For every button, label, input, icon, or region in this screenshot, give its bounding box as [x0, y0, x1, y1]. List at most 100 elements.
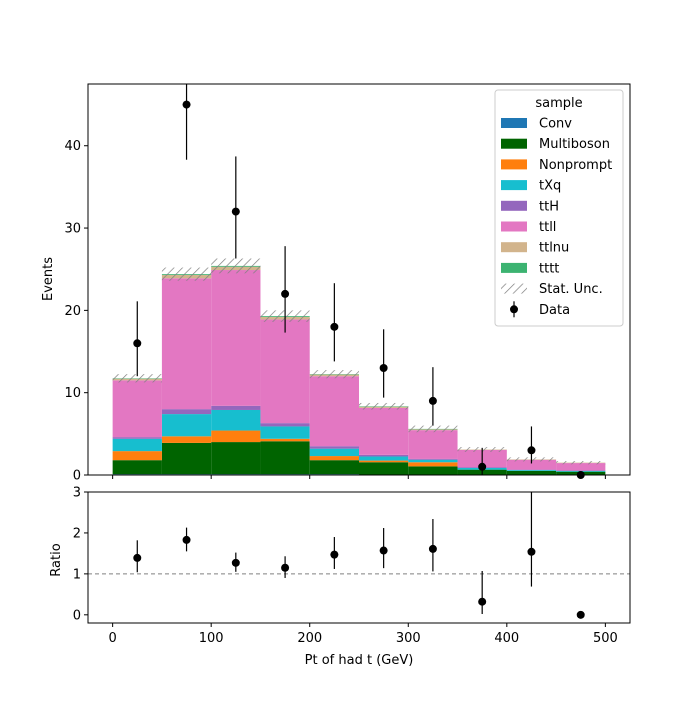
ratio-x-ticks: 0 100 200 300 400 500 [108, 623, 617, 646]
bar-nonprompt-bin-0 [113, 451, 162, 460]
data-point-8 [527, 446, 535, 454]
bar-tth-bin-5 [359, 455, 408, 457]
xtick-label-400: 400 [494, 631, 519, 646]
bar-multiboson-bin-2 [211, 442, 260, 474]
xtick-label-300: 300 [396, 631, 421, 646]
bar-ttll-bin-5 [359, 408, 408, 455]
bar-txq-bin-5 [359, 456, 408, 460]
legend-label-tttt: tttt [539, 261, 559, 276]
bar-multiboson-bin-3 [260, 441, 309, 474]
bar-txq-bin-3 [260, 426, 309, 438]
data-point-2 [232, 208, 240, 216]
legend-swatch-ttll [501, 222, 527, 232]
stat-unc-band-bin-1 [162, 268, 211, 281]
data-point-0 [133, 339, 141, 347]
bar-txq-bin-8 [507, 470, 556, 471]
bar-txq-bin-0 [113, 439, 162, 451]
bar-multiboson-bin-1 [162, 443, 211, 474]
main-ytick-label-40: 40 [64, 139, 81, 154]
stat-unc-band-bin-4 [310, 370, 359, 378]
ratio-point-2 [232, 559, 240, 567]
legend-label-ttll: ttll [539, 220, 556, 235]
bar-txq-bin-2 [211, 410, 260, 431]
bar-txq-bin-1 [162, 414, 211, 436]
data-point-5 [380, 364, 388, 372]
xtick-label-100: 100 [199, 631, 224, 646]
xtick-label-200: 200 [297, 631, 322, 646]
data-point-4 [330, 323, 338, 331]
bar-ttll-bin-6 [408, 430, 457, 459]
legend-title: sample [535, 96, 582, 111]
stat-unc-band-bin-9 [556, 461, 605, 464]
ratio-point-4 [330, 551, 338, 559]
legend-marker-data [510, 305, 518, 313]
ratio-ytick-label-2: 2 [73, 526, 81, 541]
legend-swatch-tth [501, 201, 527, 211]
bar-multiboson-bin-0 [113, 460, 162, 474]
bar-ttll-bin-1 [162, 278, 211, 409]
legend-label-ttlnu: ttlnu [539, 241, 569, 256]
legend-label-conv: Conv [539, 117, 572, 132]
bar-nonprompt-bin-3 [260, 439, 309, 441]
bar-nonprompt-bin-5 [359, 461, 408, 463]
main-ytick-label-10: 10 [64, 386, 81, 401]
bar-nonprompt-bin-1 [162, 436, 211, 443]
legend-swatch-conv [501, 118, 527, 128]
ratio-ylabel: Ratio [49, 543, 64, 576]
legend-label-nonprompt: Nonprompt [539, 158, 612, 173]
legend-label-data: Data [539, 303, 570, 318]
bar-ttll-bin-4 [310, 376, 359, 446]
bar-ttll-bin-3 [260, 319, 309, 423]
bar-tth-bin-2 [211, 406, 260, 410]
ratio-point-1 [183, 536, 191, 544]
bar-tth-bin-3 [260, 423, 309, 426]
ratio-point-5 [380, 547, 388, 555]
ratio-point-6 [429, 545, 437, 553]
xtick-label-500: 500 [593, 631, 618, 646]
bar-txq-bin-6 [408, 460, 457, 462]
legend-swatch-txq [501, 180, 527, 190]
stat-unc-band-bin-6 [408, 426, 457, 433]
bar-ttll-bin-2 [211, 270, 260, 406]
bar-multiboson-bin-5 [359, 462, 408, 474]
bar-multiboson-bin-4 [310, 460, 359, 474]
legend-swatch-multiboson [501, 139, 527, 149]
bar-ttll-bin-0 [113, 380, 162, 437]
legend-label-multiboson: Multiboson [539, 137, 610, 152]
bar-nonprompt-bin-2 [211, 431, 260, 443]
ratio-point-7 [478, 598, 486, 606]
legend-label-txq: tXq [539, 179, 561, 194]
legend-swatch-tttt [501, 263, 527, 273]
ratio-ytick-label-3: 3 [73, 486, 81, 501]
ratio-ytick-label-1: 1 [73, 567, 81, 582]
xtick-label-0: 0 [108, 631, 116, 646]
data-point-3 [281, 290, 289, 298]
legend-swatch-ttlnu [501, 242, 527, 252]
bar-nonprompt-bin-6 [408, 462, 457, 466]
data-point-6 [429, 397, 437, 405]
legend: sample Conv Multiboson Nonprompt tXq ttH ttll… [495, 90, 623, 326]
legend-label-stat-unc-: Stat. Unc. [539, 282, 603, 297]
bar-tth-bin-1 [162, 409, 211, 414]
data-point-7 [478, 463, 486, 471]
main-ylabel: Events [41, 257, 56, 301]
bar-tth-bin-6 [408, 459, 457, 460]
legend-label-tth: ttH [539, 199, 559, 214]
data-point-1 [183, 101, 191, 109]
main-ytick-label-30: 30 [64, 222, 81, 237]
ratio-panel: 0 1 2 3 0 100 200 300 400 500 Ratio Pt of had t … [49, 486, 630, 669]
ratio-plot-frame [88, 492, 630, 623]
x-axis-label: Pt of had t (GeV) [305, 653, 414, 668]
bar-multiboson-bin-8 [507, 471, 556, 475]
main-x-ticks [113, 475, 606, 479]
main-ytick-label-20: 20 [64, 304, 81, 319]
ratio-point-9 [577, 611, 585, 619]
stat-unc-band-bin-2 [211, 259, 260, 274]
legend-swatch-nonprompt [501, 159, 527, 169]
ratio-ytick-label-0: 0 [73, 608, 81, 623]
bar-tth-bin-0 [113, 437, 162, 439]
ratio-point-0 [133, 554, 141, 562]
bar-nonprompt-bin-4 [310, 456, 359, 460]
